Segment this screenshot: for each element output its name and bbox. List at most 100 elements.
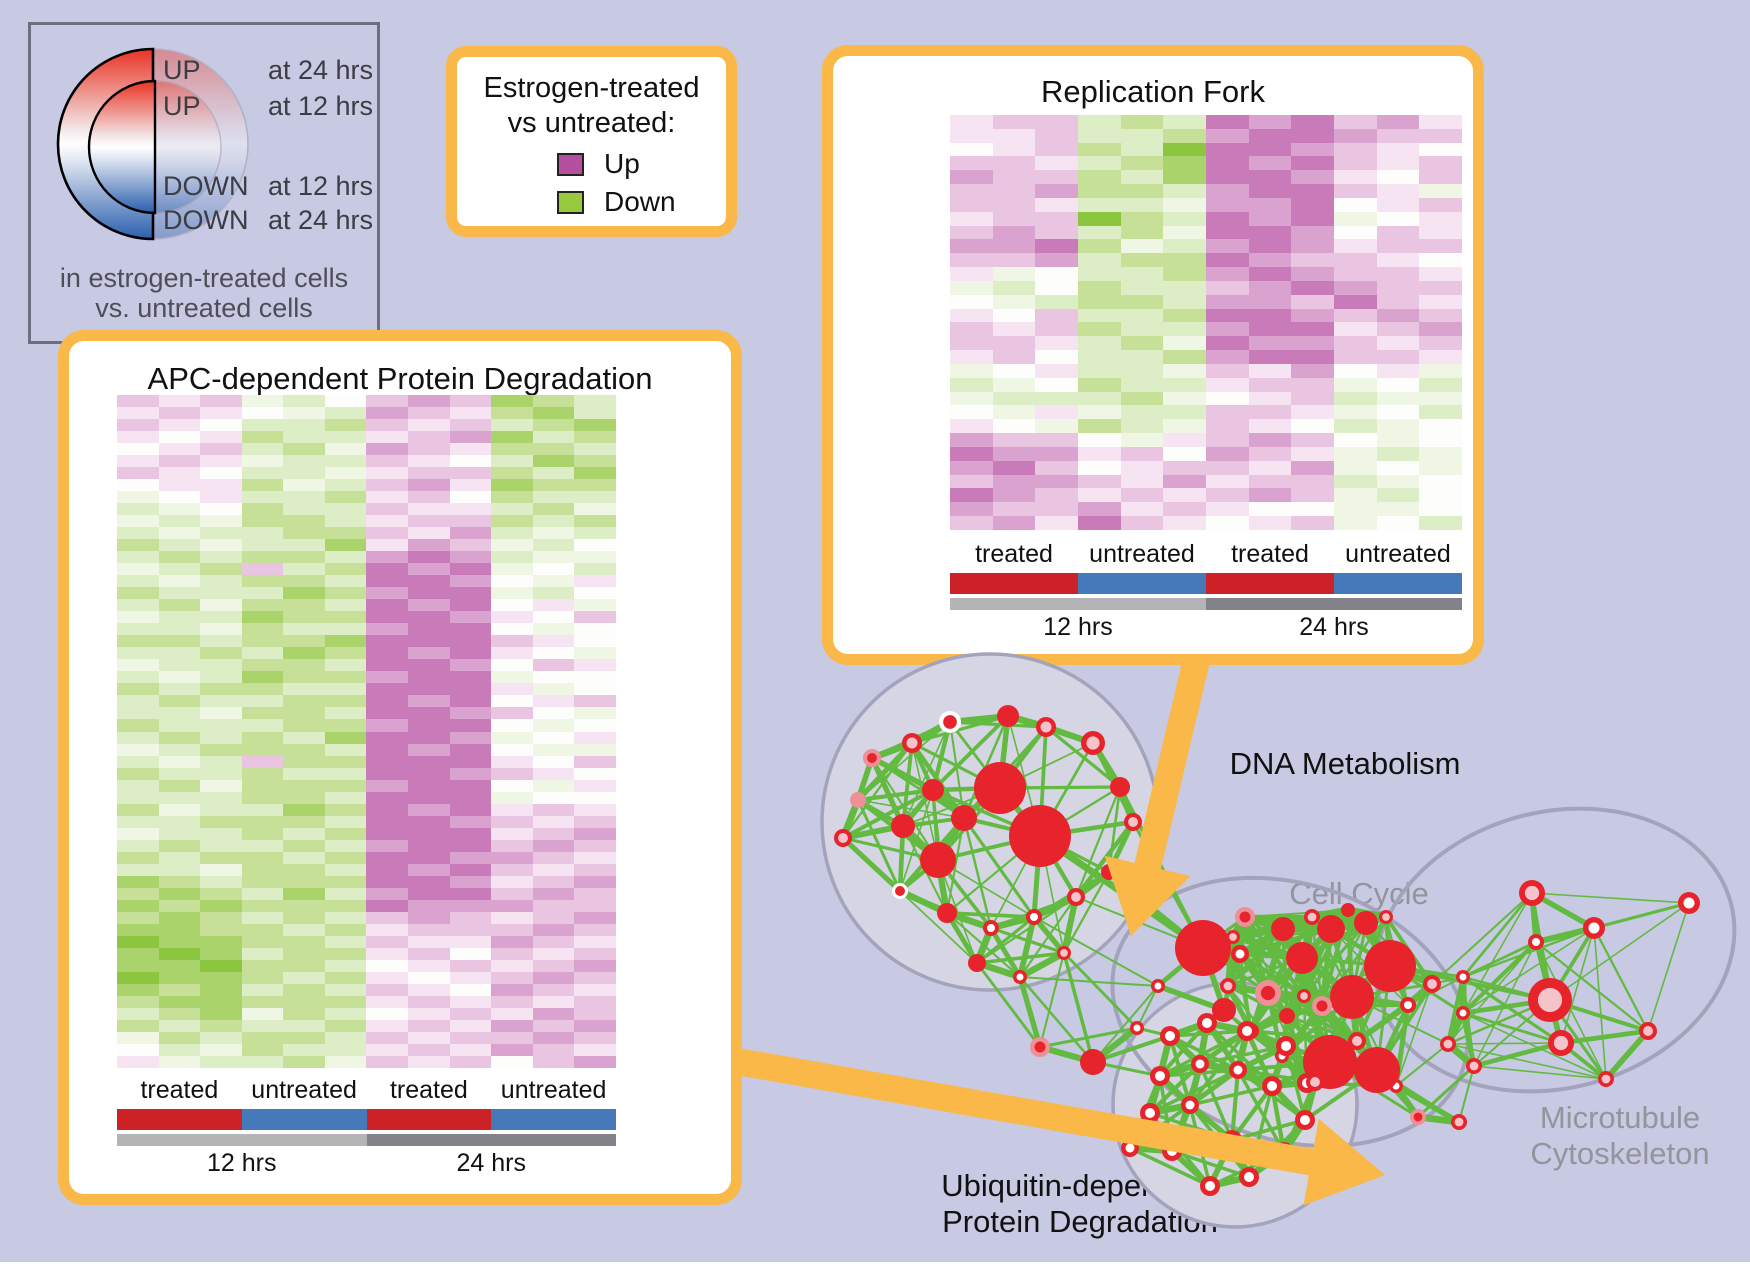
heatmap-cell [408,599,450,612]
replication-fork-heatmap [950,115,1462,530]
ubiquitin-label-line1: Ubiquitin-dependent [941,1168,1219,1203]
network-edge [936,786,1002,862]
network-edge [1158,1075,1174,1152]
network-edge [1462,926,1595,979]
network-edge [1351,982,1433,999]
network-edge [1237,952,1290,1018]
network-edge [1266,928,1285,994]
heatmap-cell [408,1043,450,1056]
network-edge [910,742,935,791]
network-edge [1039,834,1110,874]
network-edge [1473,1040,1562,1069]
network-edge [1169,1103,1193,1153]
network-edge [869,756,906,828]
updown-legend-box: UP at 24 hrs UP at 12 hrs DOWN at 12 hrs… [28,22,380,344]
heatmap-cell [1206,433,1249,447]
network-edge [1320,1004,1379,1072]
node-core [1239,911,1251,923]
heatmap-cell [1419,308,1462,323]
heatmap-cell [366,683,409,696]
microtubule-label: Microtubule Cytoskeleton [1480,1100,1750,1172]
network-edge [1559,1041,1608,1081]
network-edge [1355,1002,1410,1044]
heatmap-cell [992,115,1036,129]
network-edge [1188,1022,1209,1106]
apc-panel: APC-dependent Protein Degradation treate… [58,330,742,1205]
network-edge [1416,1064,1476,1119]
condition-group-bar [241,1109,367,1130]
heatmap-cell [324,815,367,828]
network-edge [934,859,951,914]
network-edge [1460,1012,1477,1067]
heatmap-cell [491,851,533,864]
heatmap-cell [574,479,616,492]
heatmap-cell [1334,156,1377,171]
heatmap-cell [158,899,201,912]
heatmap-cell [366,575,409,588]
network-edge [1236,1068,1307,1122]
network-edge [1248,1028,1285,1059]
heatmap-cell [408,695,450,708]
heatmap-cell [491,1007,533,1020]
heatmap-cell [366,935,409,948]
heatmap-cell [241,707,284,720]
heatmap-cell [491,791,533,804]
network-node-c20 [1389,1079,1403,1093]
heatmap-cell [241,767,284,780]
network-edge [1462,1012,1607,1080]
network-edge [841,836,902,893]
heatmap-cell [1206,170,1249,185]
up-color-swatch [557,152,584,176]
node-core [1392,1082,1400,1090]
network-edge [1281,1053,1331,1065]
network-edge [1222,1008,1249,1033]
time-label: at 24 hrs [267,55,373,85]
network-edge [1249,1029,1309,1085]
heatmap-cell [1078,502,1121,517]
heatmap-cell [449,1007,492,1020]
heatmap-cell [324,563,367,576]
network-edge [1547,999,1564,1044]
heatmap-cell [449,899,492,912]
heatmap-cell [1419,377,1462,392]
network-edge [1224,952,1244,988]
network-edge [910,741,966,820]
node-core [1459,973,1467,981]
heatmap-cell [200,851,242,864]
heatmap-cell [1120,170,1164,185]
heatmap-cell [574,599,616,612]
heatmap-cell [200,491,242,504]
heatmap-cell [1120,239,1164,254]
network-edge [1188,1103,1251,1179]
network-node-c3 [1317,915,1345,943]
heatmap-cell [1248,322,1292,337]
heatmap-cell [200,1055,242,1068]
heatmap-cell [1291,377,1334,392]
heatmap-cell [532,407,575,420]
heatmap-cell [117,407,159,420]
node-core [1683,897,1695,909]
node-core [943,715,957,729]
heatmap-cell [1291,460,1334,475]
network-edge [1284,1045,1309,1084]
node-core [1537,987,1563,1013]
heatmap-cell [1120,516,1164,530]
network-edge [1310,916,1354,998]
heatmap-cell [532,995,575,1008]
network-edge [1199,1062,1273,1088]
node-core [1300,1115,1310,1125]
network-edge [1445,1041,1477,1069]
network-edge [1238,952,1306,998]
network-edge [1267,990,1305,999]
heatmap-cell [158,911,201,924]
network-edge [998,725,1048,790]
heatmap-cell [117,743,159,756]
heatmap-cell [117,683,159,696]
heatmap-cell [1291,156,1334,171]
time-labels: 12 hrs 24 hrs [117,1149,616,1178]
network-edge [1303,964,1391,998]
network-edge [1247,991,1272,1033]
network-edge [1299,916,1315,959]
network-edge [1245,1027,1288,1050]
time-group-bar [117,1134,367,1146]
